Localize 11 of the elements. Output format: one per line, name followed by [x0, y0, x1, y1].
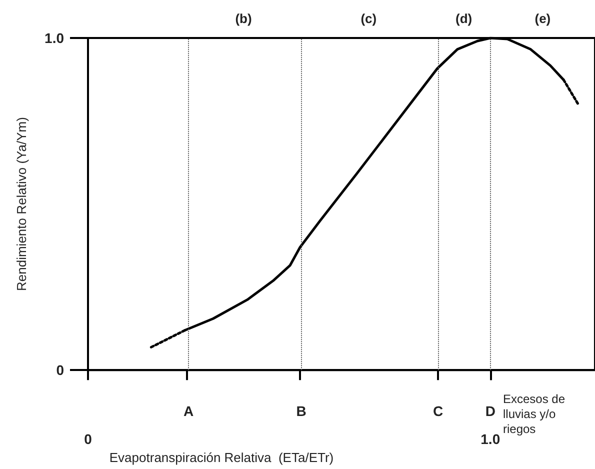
ref-line-label: D — [485, 403, 496, 420]
text: Excesos de lluvias y/o riegos — [503, 392, 566, 437]
text: (d) — [456, 11, 472, 26]
x-axis-title: Evapotranspiración Relativa (ETa/ETr) — [109, 450, 334, 465]
y-axis-title: Rendimiento Relativo (Ya/Ym) — [14, 117, 29, 291]
ref-line-label: A — [184, 403, 194, 420]
text: (e) — [534, 11, 551, 26]
text: (c) — [360, 11, 377, 26]
text: (b) — [235, 11, 252, 26]
ref-line-label: C — [433, 403, 444, 420]
ref-line-label: B — [296, 403, 306, 420]
